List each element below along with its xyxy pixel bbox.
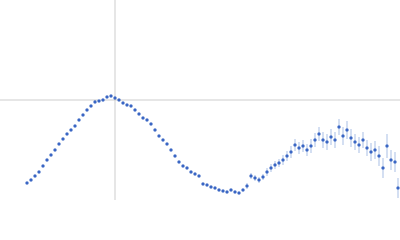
point — [109, 94, 113, 98]
point — [177, 160, 181, 164]
point — [53, 148, 57, 152]
point — [37, 170, 41, 174]
point — [157, 134, 161, 138]
point — [77, 118, 81, 122]
point — [85, 108, 89, 112]
point — [25, 181, 29, 185]
point — [193, 172, 197, 176]
point — [229, 188, 233, 192]
point — [153, 128, 157, 132]
point — [349, 136, 353, 140]
point — [353, 140, 357, 144]
point — [273, 163, 277, 167]
point — [41, 164, 45, 168]
point — [257, 178, 261, 182]
point — [149, 122, 153, 126]
point — [305, 148, 309, 152]
point — [97, 99, 101, 103]
point — [261, 175, 265, 179]
point — [29, 178, 33, 182]
point — [361, 138, 365, 142]
point — [301, 144, 305, 148]
point — [117, 98, 121, 102]
point — [325, 140, 329, 144]
point — [57, 142, 61, 146]
point — [121, 101, 125, 105]
point — [33, 174, 37, 178]
point — [125, 103, 129, 107]
point — [169, 148, 173, 152]
point — [181, 164, 185, 168]
point — [365, 146, 369, 150]
point — [185, 166, 189, 170]
point — [197, 174, 201, 178]
point — [73, 124, 77, 128]
point — [237, 191, 241, 195]
point — [225, 190, 229, 194]
point — [141, 116, 145, 120]
point — [313, 138, 317, 142]
point — [45, 158, 49, 162]
point — [285, 154, 289, 158]
point — [101, 98, 105, 102]
point — [145, 118, 149, 122]
point — [253, 176, 257, 180]
point — [309, 144, 313, 148]
point — [293, 143, 297, 147]
point — [373, 148, 377, 152]
point — [65, 132, 69, 136]
point — [49, 153, 53, 157]
point — [129, 104, 133, 108]
point — [201, 182, 205, 186]
point — [213, 186, 217, 190]
point — [281, 158, 285, 162]
point — [217, 188, 221, 192]
point — [189, 170, 193, 174]
point — [333, 138, 337, 142]
point — [357, 143, 361, 147]
point — [89, 104, 93, 108]
point — [113, 96, 117, 100]
point — [396, 186, 400, 190]
point — [377, 154, 381, 158]
point — [385, 144, 389, 148]
point — [297, 146, 301, 150]
chart — [0, 0, 400, 200]
point — [269, 166, 273, 170]
point — [161, 138, 165, 142]
point — [233, 190, 237, 194]
point — [209, 185, 213, 189]
point — [337, 125, 341, 129]
point — [61, 137, 65, 141]
point — [81, 113, 85, 117]
point — [389, 158, 393, 162]
point — [133, 108, 137, 112]
point — [317, 132, 321, 136]
point — [329, 135, 333, 139]
point — [93, 100, 97, 104]
point — [265, 170, 269, 174]
point — [245, 184, 249, 188]
point — [321, 138, 325, 142]
point — [221, 189, 225, 193]
point — [137, 112, 141, 116]
point — [165, 142, 169, 146]
point — [277, 161, 281, 165]
point — [173, 154, 177, 158]
point — [289, 150, 293, 154]
point — [393, 160, 397, 164]
point — [105, 95, 109, 99]
point — [69, 128, 73, 132]
point — [205, 183, 209, 187]
point — [241, 188, 245, 192]
point — [345, 128, 349, 132]
point — [381, 166, 385, 170]
point — [249, 174, 253, 178]
point — [341, 134, 345, 138]
point — [369, 150, 373, 154]
